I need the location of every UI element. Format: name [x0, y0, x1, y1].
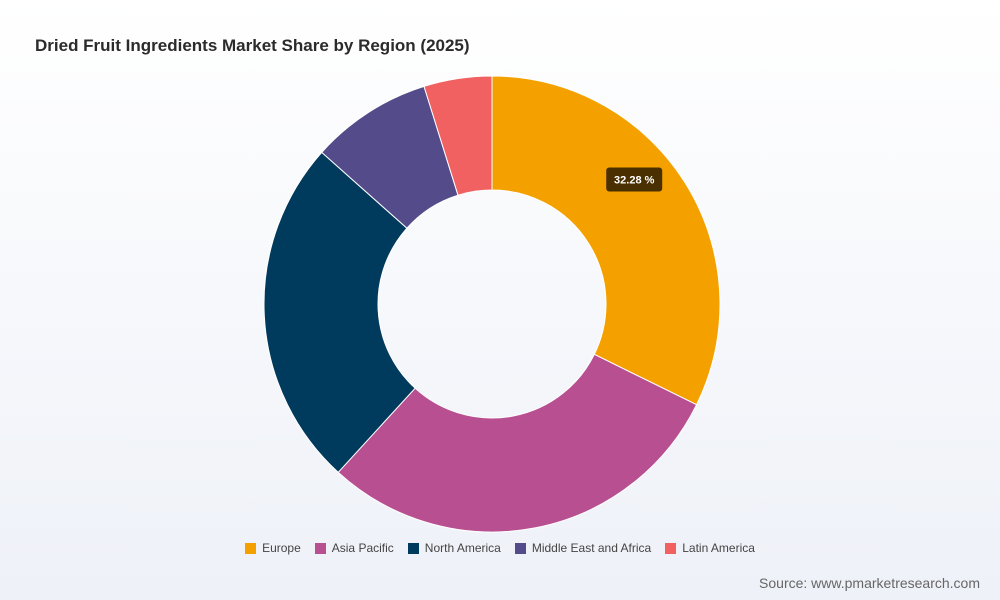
legend-item-middle-east-and-africa[interactable]: Middle East and Africa	[514, 541, 652, 555]
slice-north-america[interactable]	[263, 151, 416, 474]
slice-asia-pacific[interactable]	[337, 353, 698, 533]
source-note: Source: www.pmarketresearch.com	[759, 575, 980, 591]
slice-latin-america[interactable]	[423, 75, 493, 196]
legend-label: Asia Pacific	[331, 541, 394, 555]
legend-item-asia-pacific[interactable]: Asia Pacific	[314, 541, 394, 555]
legend-item-latin-america[interactable]: Latin America	[665, 541, 755, 555]
svg-text:32.28 %: 32.28 %	[614, 175, 655, 187]
legend-item-north-america[interactable]: North America	[407, 541, 501, 555]
legend-swatch	[514, 542, 526, 554]
legend-label: Middle East and Africa	[531, 541, 652, 555]
legend-label: Latin America	[682, 541, 755, 555]
legend-swatch	[314, 542, 326, 554]
legend-label: North America	[424, 541, 501, 555]
chart-legend: Europe Asia Pacific North America Middle Ea…	[0, 541, 1000, 555]
legend-swatch	[245, 542, 257, 554]
legend-swatch	[665, 542, 677, 554]
legend-swatch	[407, 542, 419, 554]
legend-item-europe[interactable]: Europe	[245, 541, 301, 555]
legend-label: Europe	[262, 541, 301, 555]
chart-title: Dried Fruit Ingredients Market Share by …	[35, 36, 470, 55]
slice-europe[interactable]	[491, 75, 721, 406]
data-label-europe: 32.28 %	[606, 167, 663, 192]
